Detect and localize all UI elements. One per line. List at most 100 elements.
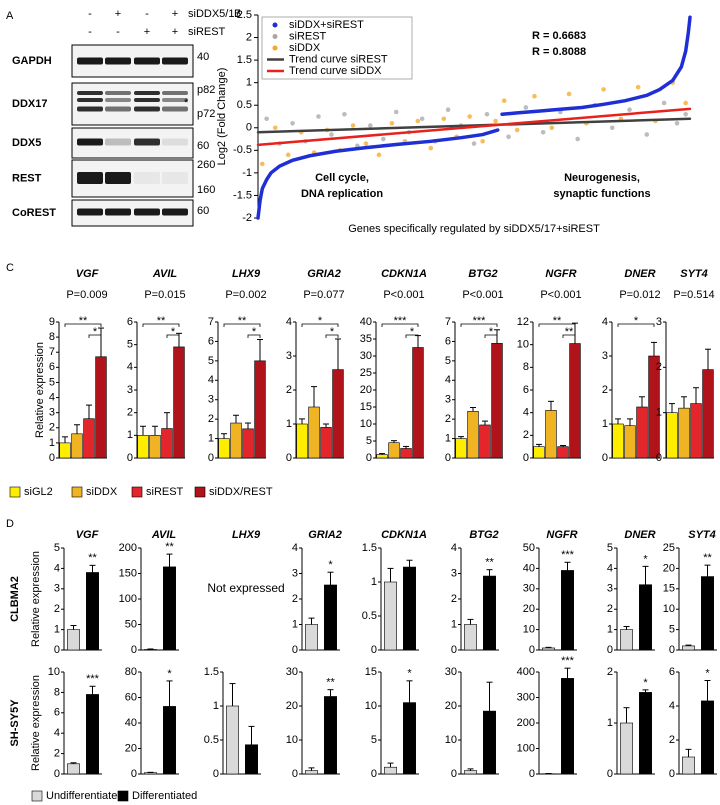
y-tick-label: 5 [371,734,377,746]
significance-label: * [489,326,494,338]
condition-sign: + [115,8,121,20]
size-marker: 160 [197,184,215,196]
bar [324,584,337,651]
y-tick-label: 0 [292,768,298,780]
error-bar [140,425,146,436]
y-tick-label: 4 [451,542,457,554]
y-tick-label: 400 [517,666,535,678]
y-tick-label: 0 [246,122,252,134]
bar [86,572,99,651]
blot-band [162,138,188,146]
scatter-point [419,116,425,122]
error-bar [486,681,493,712]
y-tick-label: 15 [360,401,372,413]
y-tick-label: 200 [517,717,535,729]
y-tick-label: 3 [54,583,60,595]
bar [624,425,636,459]
legend-label: siDDX [289,42,321,54]
scatter-point [329,132,334,137]
y-tick-label: 4 [208,374,214,386]
p-value: P=0.012 [619,289,660,301]
blot-band [77,98,103,102]
y-tick-label: 2 [607,666,613,678]
size-marker: p82 [197,84,215,96]
y-tick-label: 30 [286,666,298,678]
gene-title: GRIA2 [308,529,342,541]
y-axis-label: Log2 (Fold Change) [216,68,228,166]
y-tick-label: 0 [529,644,535,656]
blot-band [77,91,103,95]
gene-title: SYT4 [680,268,708,280]
y-tick-label: 40 [523,562,535,574]
blot-band [105,98,131,102]
error-bar [639,396,645,407]
y-tick-label: 5 [607,542,613,554]
error-bar [164,412,170,429]
error-bar [681,396,687,409]
scatter-point [575,136,580,142]
significance-bracket [301,323,339,327]
bar [620,722,633,775]
bar [639,584,652,651]
annotation: R = 0.6683 [532,30,586,42]
error-bar [564,561,571,571]
y-tick-label: 1 [451,618,457,630]
y-tick-label: 7 [208,316,214,328]
error-bar [62,436,68,443]
y-tick-label: 3 [49,407,55,419]
y-tick-label: 6 [54,707,60,719]
scatter-point [627,107,632,113]
bar [144,772,157,775]
bar [163,706,176,775]
y-tick-label: 6 [127,316,133,328]
bar [230,422,242,459]
panel-label: B [234,8,241,20]
gene-title: VGF [76,529,99,541]
blot-band [162,172,188,184]
y-tick-label: 9 [49,316,55,328]
scatter-point [532,93,537,99]
y-tick-label: 2.5 [237,9,252,21]
error-bar [470,406,476,412]
gene-title: NGFR [545,268,576,280]
y-tick-label: 2 [127,407,133,419]
y-tick-label: 2 [54,748,60,760]
error-bar [248,725,255,745]
bar [384,766,397,775]
bar [682,756,695,775]
annotation: R = 0.8088 [532,46,586,58]
y-tick-label: 3 [292,567,298,579]
significance-label: ** [79,315,88,327]
error-bar [669,403,675,413]
scatter-point [514,127,520,133]
blot-band [77,172,103,184]
y-tick-label: 1 [54,624,60,636]
y-axis-label: Relative expression [30,551,42,647]
bar [464,624,477,651]
blot-band [77,57,103,65]
y-tick-label: 30 [360,350,372,362]
gene-title: BTG2 [469,529,498,541]
y-tick-label: 1 [246,77,252,89]
scatter-point [272,125,278,131]
error-bar [458,436,464,439]
y-tick-label: 50 [523,542,535,554]
condition-sign: - [88,8,92,20]
scatter-point [415,118,421,124]
scatter-point [445,107,451,113]
scatter-point [290,120,295,126]
scatter-point [480,139,485,144]
bar [254,360,266,459]
significance-label: ** [165,541,174,553]
error-bar [467,768,474,771]
bar [161,428,173,459]
legend-label: Trend curve siREST [289,53,388,65]
significance-bracket [223,323,261,327]
significance-bracket [538,323,576,327]
error-bar [70,625,77,630]
y-tick-label: 0 [213,768,219,780]
y-tick-label: 0 [131,644,137,656]
error-bar [299,418,305,424]
error-bar [536,443,542,447]
y-tick-label: 5 [208,355,214,367]
